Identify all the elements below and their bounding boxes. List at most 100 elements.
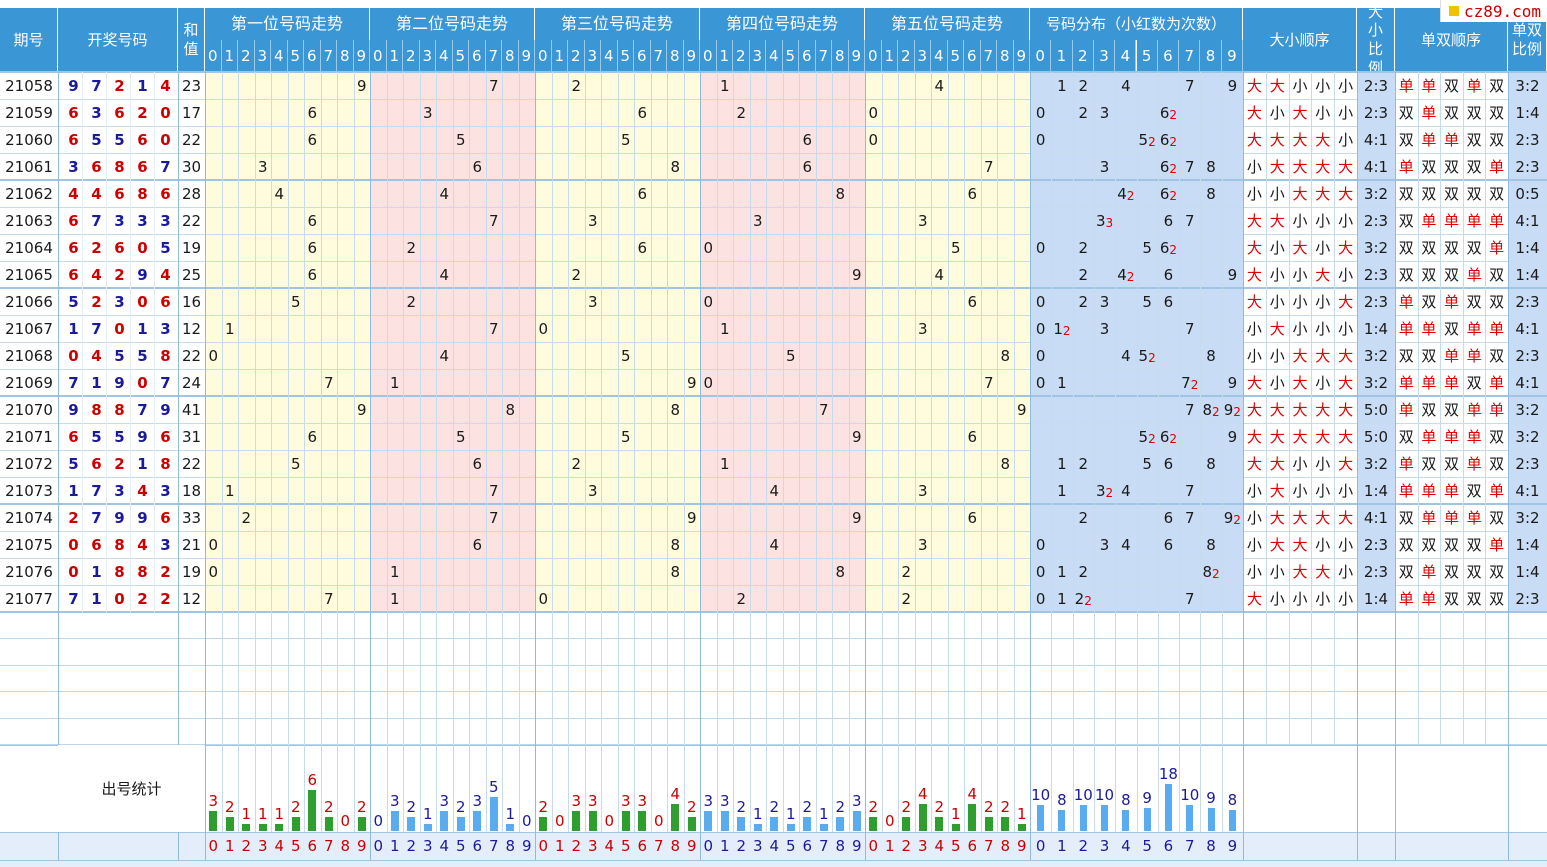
bigsmall-cell: 小 [1246, 347, 1262, 365]
draw-digit: 8 [160, 346, 171, 365]
footer-digit: 6 [637, 837, 648, 855]
top-strip [0, 0, 1547, 8]
dist-digit: 4 [1117, 184, 1127, 203]
draw-digit: 1 [91, 562, 102, 581]
oddeven-cell: 双 [1466, 158, 1482, 176]
stat-bar [258, 824, 267, 831]
trend-hit: 5 [290, 454, 301, 473]
header-digit: 5 [782, 40, 799, 72]
col-line [700, 72, 701, 860]
footer-digit: 9 [521, 837, 532, 855]
draw-digit: 1 [91, 589, 102, 608]
header-digit: 3 [419, 40, 436, 72]
stat-label: 1 [1016, 805, 1027, 824]
dist-digit: 5 [1138, 346, 1149, 365]
dist-digit: 2 [1078, 103, 1089, 122]
issue-cell: 21063 [5, 211, 53, 230]
stat-bar [1122, 810, 1130, 831]
footer-digit: 7 [1184, 837, 1195, 855]
stat-label: 2 [406, 798, 417, 817]
bigsmall-cell: 大 [1269, 401, 1285, 419]
site-logo[interactable]: cz89.com [1440, 0, 1547, 22]
oddeven-cell: 双 [1466, 293, 1482, 311]
dist-hit: 8 [1200, 153, 1221, 180]
row-line [0, 99, 1547, 100]
bigsmall-cell: 小 [1246, 185, 1262, 203]
cell-line [154, 72, 155, 612]
draw-digit: 4 [137, 481, 148, 500]
trend-hit: 3 [422, 103, 433, 122]
draw-digit: 7 [68, 373, 79, 392]
footer-digit: 8 [505, 837, 516, 855]
header-issue: 期号 [0, 8, 58, 72]
dist-hit: 9 [1222, 369, 1243, 396]
stat-label: 1 [752, 805, 763, 824]
dist-digit: 3 [1099, 157, 1110, 176]
header-bigsmall-ratio: 大小比例 [1357, 3, 1395, 77]
cell-line [82, 72, 83, 612]
dist-hit: 6 [1158, 450, 1179, 477]
dist-digit: 8 [1202, 562, 1212, 581]
row-line [0, 450, 1547, 451]
trend-hit: 1 [224, 481, 235, 500]
header-pos3: 第三位号码走势 [535, 8, 700, 40]
stat-label: 2 [769, 798, 780, 817]
dist-digit: 5 [1138, 130, 1149, 149]
header-dist-digit: 8 [1200, 40, 1222, 72]
bigsmall-cell: 大 [1246, 239, 1262, 257]
dist-digit: 0 [1035, 319, 1046, 338]
row-line [0, 315, 1547, 316]
draw-digit: 5 [137, 346, 148, 365]
header-digit: 8 [832, 40, 849, 72]
dist-hit: 8 [1200, 531, 1221, 558]
footer-digit: 4 [934, 837, 945, 855]
bigsmall-cell: 大 [1338, 185, 1354, 203]
stat-label: 0 [554, 812, 565, 830]
bigsmall-cell: 小 [1315, 104, 1331, 122]
cell-line [783, 72, 784, 832]
oddeven-cell: 双 [1421, 239, 1437, 257]
dist-hit: 7 [1179, 315, 1200, 342]
row-line [0, 691, 1547, 692]
dist-digit: 8 [1206, 157, 1216, 176]
trend-hit: 5 [620, 130, 631, 149]
bigsmall-ratio: 4:1 [1363, 508, 1389, 527]
trend-hit: 8 [670, 535, 681, 554]
footer-digit: 5 [1142, 837, 1152, 855]
stat-bar [720, 810, 729, 831]
dist-digit: 7 [1181, 373, 1191, 392]
stat-label: 10 [1094, 786, 1115, 804]
draw-digit: 8 [137, 184, 148, 203]
trend-hit: 1 [389, 373, 400, 392]
oddeven-ratio: 2:3 [1515, 157, 1540, 176]
bigsmall-cell: 小 [1315, 482, 1331, 500]
draw-digit: 3 [160, 319, 171, 338]
dist-digit: 0 [1035, 373, 1046, 392]
trend-hit: 3 [587, 481, 598, 500]
draw-digit: 1 [137, 454, 148, 473]
dist-digit: 0 [1035, 238, 1046, 257]
oddeven-cell: 双 [1489, 77, 1505, 95]
dist-digit: 8 [1206, 454, 1216, 473]
section-line [0, 832, 1547, 833]
dist-digit: 8 [1206, 535, 1216, 554]
footer-digit: 0 [208, 837, 219, 855]
oddeven-cell: 双 [1398, 185, 1414, 203]
trend-hit: 5 [620, 346, 631, 365]
oddeven-cell: 双 [1489, 266, 1505, 284]
sum-cell: 12 [181, 319, 202, 338]
oddeven-cell: 单 [1421, 374, 1437, 392]
dist-hit: 5 [1137, 288, 1158, 315]
footer-digit: 5 [290, 837, 301, 855]
row-line [0, 585, 1547, 586]
bigsmall-cell: 小 [1315, 455, 1331, 473]
oddeven-ratio: 3:2 [1515, 400, 1540, 419]
dist-hit: 1 [1051, 477, 1072, 504]
stat-label: 10 [1031, 786, 1051, 804]
cell-line [1463, 72, 1464, 745]
bigsmall-cell: 大 [1292, 536, 1308, 554]
draw-digit: 4 [91, 184, 102, 203]
stat-bar [1037, 805, 1045, 831]
dist-count: 2 [1084, 593, 1092, 608]
stat-bar [357, 817, 366, 831]
